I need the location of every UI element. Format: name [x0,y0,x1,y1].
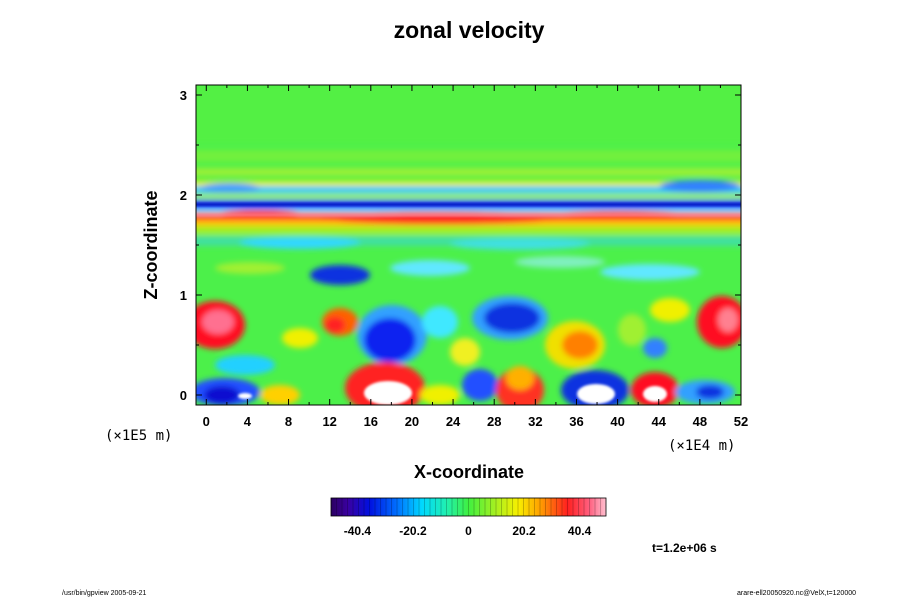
chart-title: zonal velocity [394,17,545,43]
y-axis-title: Z-coordinate [141,190,161,299]
x-tick-label: 48 [693,414,707,429]
y-tick-label: 3 [180,88,187,103]
colorbar-tick-label: -20.2 [399,524,427,538]
x-tick-label: 16 [364,414,378,429]
x-axis: 0 4 8 12 16 20 24 28 32 36 40 44 48 52 [203,85,748,429]
x-tick-label: 12 [322,414,336,429]
plot-area [196,85,741,405]
y-axis: 0 1 2 3 [180,88,741,403]
x-tick-label: 24 [446,414,461,429]
x-tick-label: 36 [569,414,583,429]
x-tick-label: 8 [285,414,292,429]
colorbar-divisions [336,498,601,516]
y-tick-label: 1 [180,288,187,303]
footer-right: arare-ell20050920.nc@VelX,t=120000 [737,590,856,597]
y-tick-label: 2 [180,188,187,203]
x-tick-label: 20 [405,414,419,429]
y-tick-label: 0 [180,388,187,403]
x-scale-note: (×1E4 m) [668,438,735,454]
footer-left: /usr/bin/gpview 2005-09-21 [62,590,147,597]
y-scale-note: (×1E5 m) [105,428,172,444]
colorbar-tick-label: 40.4 [568,524,592,538]
x-axis-title: X-coordinate [414,462,524,482]
colorbar-tick-label: -40.4 [344,524,372,538]
x-tick-label: 44 [652,414,667,429]
colorbar-tick-label: 0 [465,524,472,538]
colorbar-ticks: -40.4 -20.2 0 20.2 40.4 [344,524,592,538]
time-label: t=1.2e+06 s [652,541,717,555]
colorbar-tick-label: 20.2 [512,524,536,538]
x-tick-label: 32 [528,414,542,429]
x-tick-label: 28 [487,414,501,429]
x-tick-label: 52 [734,414,748,429]
x-tick-label: 4 [244,414,252,429]
x-tick-label: 40 [610,414,624,429]
x-tick-label: 0 [203,414,210,429]
